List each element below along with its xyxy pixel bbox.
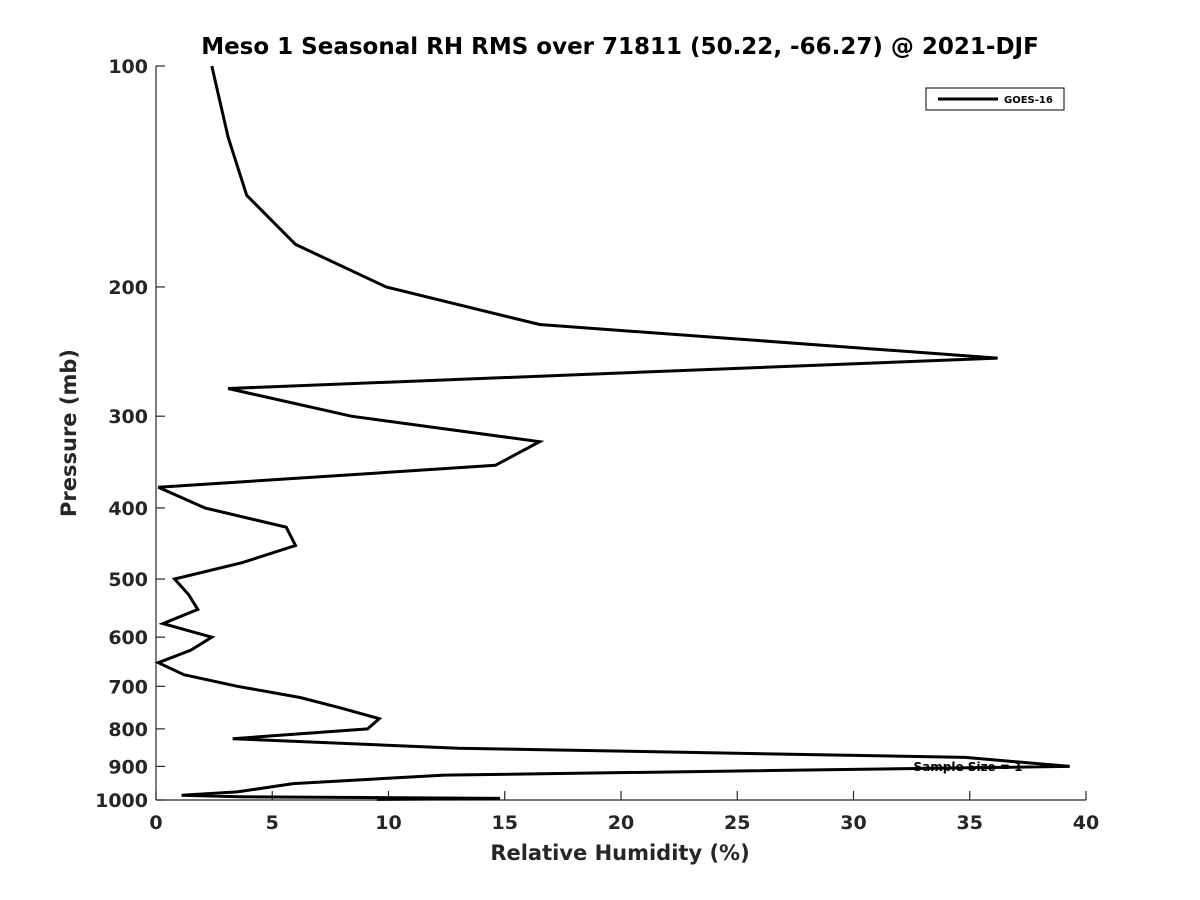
x-axis-ticks: 0 5 10 15 20 25 30 35 40 bbox=[149, 791, 1099, 834]
y-tick-label: 200 bbox=[108, 277, 148, 299]
x-tick-label: 5 bbox=[266, 812, 279, 834]
legend-entry-goes-16: GOES-16 bbox=[1004, 95, 1053, 106]
axes bbox=[155, 66, 1086, 801]
legend: GOES-16 bbox=[925, 87, 1065, 111]
series-group bbox=[154, 65, 1070, 801]
y-tick-label: 300 bbox=[108, 406, 148, 428]
x-tick-label: 25 bbox=[724, 812, 750, 834]
series-line-goes-16 bbox=[154, 65, 1070, 801]
y-tick-label: 100 bbox=[108, 56, 148, 78]
y-axis-ticks: 100 200 300 400 500 600 700 800 900 1000 bbox=[95, 56, 165, 812]
y-tick-label: 800 bbox=[108, 719, 148, 741]
y-tick-label: 1000 bbox=[95, 790, 148, 812]
x-tick-label: 10 bbox=[375, 812, 401, 834]
x-axis-label: Relative Humidity (%) bbox=[490, 841, 749, 865]
x-tick-label: 20 bbox=[608, 812, 634, 834]
y-tick-label: 500 bbox=[108, 569, 148, 591]
x-tick-label: 35 bbox=[957, 812, 983, 834]
x-tick-label: 40 bbox=[1073, 812, 1099, 834]
x-tick-label: 30 bbox=[840, 812, 866, 834]
y-axis-label: Pressure (mb) bbox=[57, 349, 81, 517]
y-tick-label: 600 bbox=[108, 627, 148, 649]
chart-title: Meso 1 Seasonal RH RMS over 71811 (50.22… bbox=[201, 34, 1039, 60]
sample-size-annotation: Sample Size = 1 bbox=[914, 760, 1023, 774]
x-tick-label: 15 bbox=[492, 812, 518, 834]
x-tick-label: 0 bbox=[149, 812, 162, 834]
y-tick-label: 400 bbox=[108, 498, 148, 520]
y-tick-label: 900 bbox=[108, 756, 148, 778]
y-tick-label: 700 bbox=[108, 676, 148, 698]
